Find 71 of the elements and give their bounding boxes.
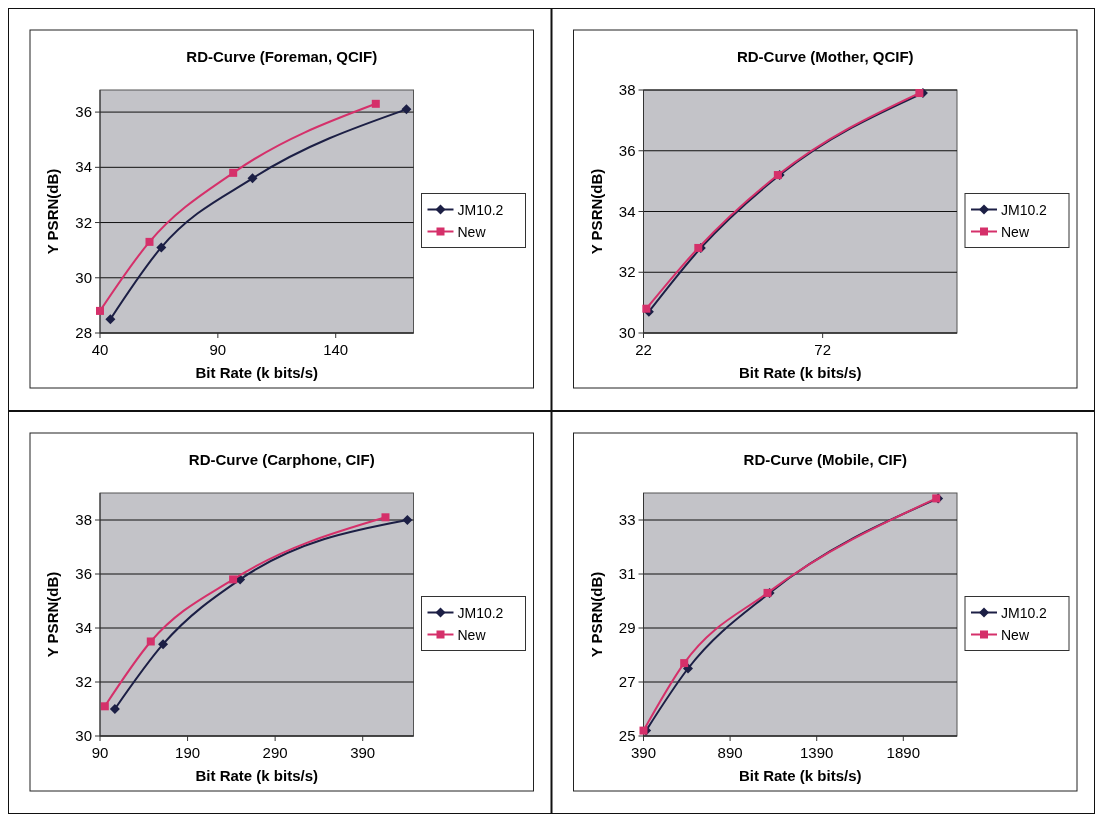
y-tick-label: 36 — [75, 565, 92, 582]
y-tick-label: 30 — [75, 727, 92, 744]
y-tick-label: 31 — [618, 565, 636, 582]
y-tick-label: 32 — [75, 213, 92, 231]
x-tick-label: 1890 — [886, 744, 920, 761]
point — [100, 702, 109, 711]
point — [146, 637, 155, 646]
point — [105, 314, 116, 325]
x-tick-label: 390 — [350, 744, 376, 761]
x-axis-title: Bit Rate (k bits/s) — [738, 767, 862, 784]
x-axis-title: Bit Rate (k bits/s) — [195, 364, 319, 381]
x-tick-label: 390 — [630, 744, 657, 761]
point — [229, 168, 238, 177]
y-tick-label: 38 — [618, 81, 636, 98]
y-tick-label: 38 — [75, 511, 92, 528]
y-tick-label: 36 — [75, 103, 92, 121]
chart-title: RD-Curve (Mother, QCIF) — [736, 48, 914, 65]
legend-label: New — [457, 223, 487, 240]
x-tick-label: 72 — [814, 341, 831, 358]
x-tick-label: 40 — [91, 341, 109, 358]
point — [371, 99, 380, 108]
legend-label: JM10.2 — [457, 201, 504, 218]
y-tick-label: 30 — [618, 324, 636, 341]
chart-title: RD-Curve (Mobile, CIF) — [743, 451, 907, 468]
y-tick-label: 25 — [618, 727, 636, 744]
point — [915, 89, 924, 98]
y-axis-title: Y PSRN(dB) — [44, 571, 61, 658]
y-tick-label: 36 — [618, 141, 636, 159]
x-tick-label: 22 — [635, 341, 652, 358]
legend-label: New — [1001, 223, 1030, 240]
y-tick-label: 27 — [618, 673, 636, 690]
x-tick-label: 890 — [717, 744, 743, 761]
y-tick-label: 29 — [618, 619, 636, 636]
y-tick-label: 34 — [75, 158, 92, 176]
x-tick-label: 1390 — [800, 744, 834, 761]
legend-label: JM10.2 — [1001, 201, 1048, 218]
point — [680, 659, 689, 668]
y-axis-title: Y PSRN(dB) — [587, 168, 605, 255]
legend-label: JM10.2 — [1001, 604, 1048, 621]
y-tick-label: 28 — [75, 324, 92, 341]
point — [145, 237, 154, 246]
point — [158, 639, 169, 650]
legend-label: JM10.2 — [457, 604, 504, 621]
legend-label: New — [1001, 626, 1030, 643]
y-tick-label: 33 — [618, 511, 636, 528]
point — [109, 704, 120, 714]
y-axis-title: Y PSRN(dB) — [587, 571, 605, 658]
point — [247, 173, 258, 184]
point — [401, 104, 412, 115]
chart-title: RD-Curve (Foreman, QCIF) — [186, 48, 378, 65]
y-tick-label: 34 — [75, 619, 92, 636]
x-axis-title: Bit Rate (k bits/s) — [738, 364, 862, 381]
point — [96, 306, 104, 315]
x-tick-label: 90 — [209, 341, 227, 358]
point — [642, 304, 651, 313]
point — [229, 575, 238, 584]
x-tick-label: 290 — [262, 744, 288, 761]
y-tick-label: 30 — [75, 268, 92, 286]
y-tick-label: 34 — [618, 202, 636, 220]
point — [402, 515, 413, 525]
point — [156, 242, 167, 253]
point — [381, 513, 390, 522]
x-tick-label: 140 — [323, 341, 349, 358]
x-axis-title: Bit Rate (k bits/s) — [195, 767, 319, 784]
y-axis-title: Y PSRN(dB) — [44, 168, 61, 255]
chart-title: RD-Curve (Carphone, CIF) — [188, 451, 375, 468]
legend-label: New — [457, 626, 487, 643]
x-tick-label: 90 — [91, 744, 109, 761]
y-tick-label: 32 — [618, 263, 636, 281]
x-tick-label: 190 — [175, 744, 201, 761]
y-tick-label: 32 — [75, 673, 92, 690]
